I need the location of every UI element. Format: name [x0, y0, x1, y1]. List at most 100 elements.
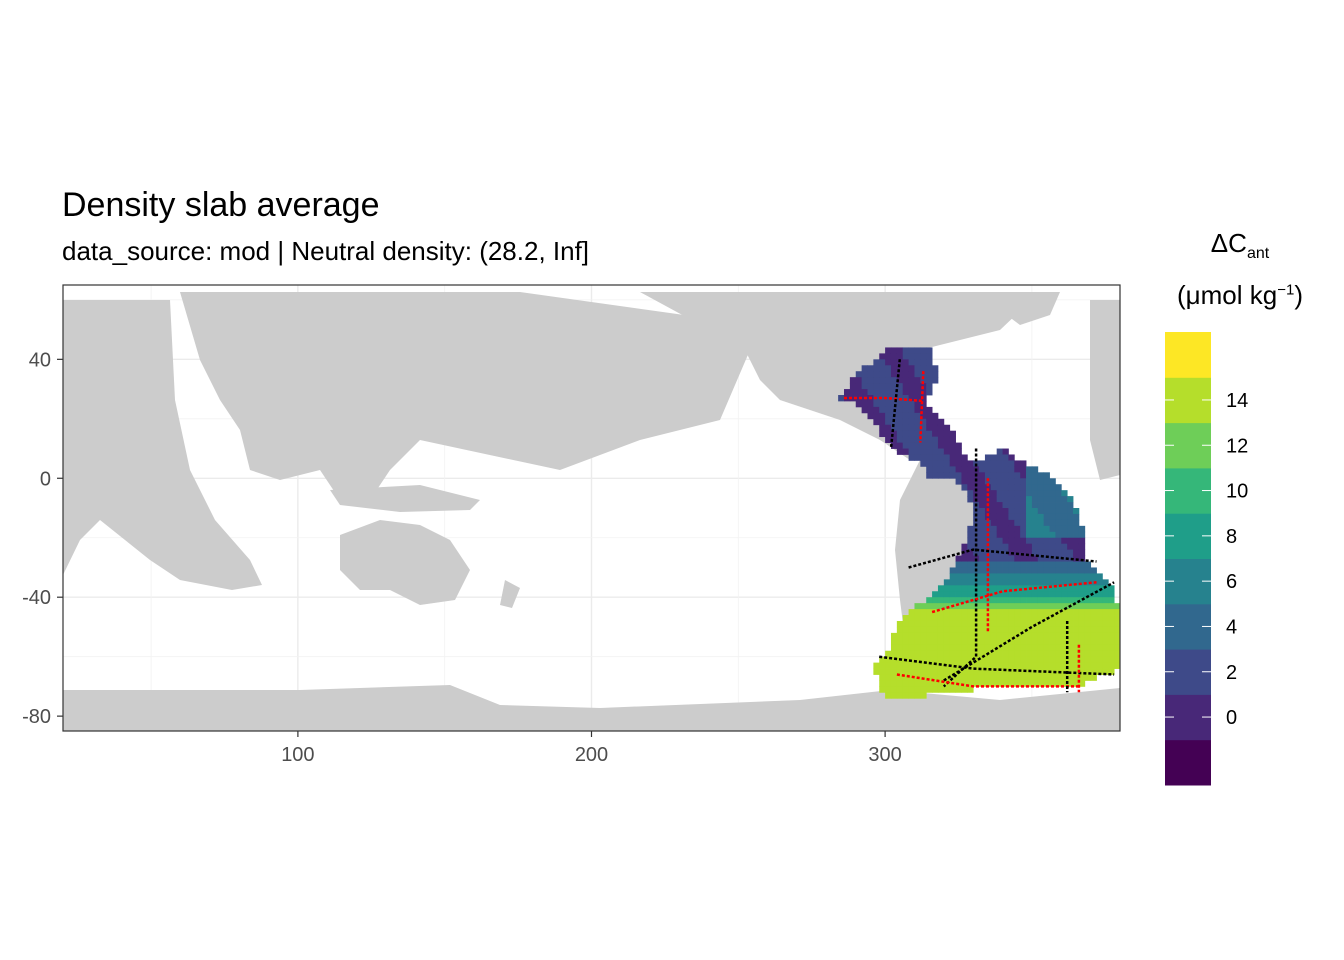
- heat-cell: [984, 609, 992, 616]
- heat-cell: [1090, 650, 1097, 658]
- heat-cell: [879, 406, 886, 414]
- heat-cell: [1067, 620, 1074, 628]
- heat-cell: [984, 519, 992, 527]
- heat-cell: [1002, 454, 1009, 461]
- heat-cell: [890, 638, 898, 646]
- heat-cell: [890, 365, 898, 372]
- heat-cell: [1114, 638, 1120, 646]
- heat-cell: [1026, 466, 1033, 473]
- heat-cell: [896, 383, 904, 390]
- heat-cell: [1002, 543, 1009, 551]
- heat-cell: [967, 466, 974, 473]
- heat-cell: [920, 418, 927, 426]
- heat-cell: [902, 650, 909, 658]
- heat-cell: [1061, 650, 1068, 658]
- heat-cell: [1078, 615, 1086, 622]
- heat-cell: [1055, 513, 1062, 521]
- heat-cell: [908, 662, 915, 669]
- heat-cell: [1026, 609, 1033, 616]
- heat-cell: [996, 478, 1003, 485]
- heat-cell: [1055, 508, 1062, 515]
- heat-cell: [937, 638, 945, 646]
- heat-cell: [955, 579, 962, 586]
- heat-cell: [920, 650, 927, 658]
- heat-cell: [1037, 567, 1045, 574]
- heat-cell: [1055, 638, 1062, 646]
- heat-cell: [1090, 567, 1097, 574]
- heat-cell: [1020, 466, 1027, 473]
- heat-cell: [1014, 496, 1021, 503]
- heat-cell: [949, 585, 956, 592]
- heat-cell: [943, 436, 951, 443]
- heat-cell: [1020, 525, 1027, 533]
- heat-cell: [1078, 579, 1086, 586]
- heat-cell: [967, 674, 974, 681]
- heat-cell: [1067, 502, 1074, 509]
- heat-cell: [926, 406, 933, 414]
- heat-cell: [1067, 632, 1074, 640]
- heat-cell: [908, 371, 915, 378]
- heat-cell: [920, 662, 927, 669]
- heat-cell: [902, 395, 909, 402]
- heat-cell: [984, 579, 992, 586]
- heat-cell: [967, 478, 974, 485]
- heat-cell: [955, 591, 962, 598]
- heat-cell: [943, 686, 951, 693]
- heat-cell: [1020, 662, 1027, 669]
- heat-cell: [990, 597, 998, 604]
- heat-cell: [1084, 561, 1092, 568]
- heat-cell: [937, 609, 945, 616]
- heat-cell: [1037, 579, 1045, 586]
- heat-cell: [961, 632, 968, 640]
- heat-cell: [873, 377, 880, 384]
- heat-cell: [879, 353, 886, 360]
- heat-cell: [1008, 537, 1015, 545]
- heat-cell: [902, 371, 909, 378]
- heat-cell: [926, 603, 933, 610]
- heat-cell: [984, 478, 992, 485]
- heat-cell: [1049, 567, 1056, 574]
- heat-cell: [932, 686, 939, 693]
- heat-cell: [1026, 537, 1033, 545]
- heat-cell: [1108, 620, 1115, 628]
- heat-cell: [1049, 597, 1056, 604]
- heat-cell: [885, 650, 892, 658]
- heat-cell: [914, 353, 921, 360]
- heat-cell: [1102, 597, 1109, 604]
- heat-cell: [1102, 668, 1109, 675]
- heat-cell: [926, 668, 933, 675]
- heat-cell: [920, 442, 927, 449]
- heat-cell: [932, 424, 939, 432]
- heat-cell: [949, 644, 956, 652]
- heat-cell: [1102, 650, 1109, 658]
- heat-cell: [984, 674, 992, 681]
- heat-cell: [990, 585, 998, 592]
- heat-cell: [1014, 502, 1021, 509]
- heat-cell: [1043, 597, 1050, 604]
- heat-cell: [1102, 603, 1109, 610]
- heat-cell: [1078, 644, 1086, 652]
- heat-cell: [1002, 632, 1009, 640]
- heat-cell: [1014, 680, 1021, 687]
- heat-cell: [932, 674, 939, 681]
- heat-cell: [879, 680, 886, 687]
- heat-cell: [1002, 561, 1009, 568]
- heat-cell: [890, 650, 898, 658]
- heat-cell: [949, 466, 956, 473]
- heat-cell: [1061, 537, 1068, 545]
- heat-cell: [955, 466, 962, 473]
- heat-cell: [1090, 573, 1097, 580]
- heat-cell: [1049, 496, 1056, 503]
- heat-cell: [984, 656, 992, 664]
- heat-cell: [1037, 644, 1045, 652]
- heat-cell: [990, 537, 998, 545]
- heat-cell: [1031, 638, 1039, 646]
- heat-cell: [961, 597, 968, 604]
- heat-cell: [908, 389, 915, 396]
- heat-cell: [920, 644, 927, 652]
- heat-cell: [1055, 525, 1062, 533]
- heat-cell: [1108, 656, 1115, 664]
- heat-cell: [1043, 668, 1050, 675]
- heat-cell: [979, 513, 986, 521]
- heat-cell: [990, 508, 998, 515]
